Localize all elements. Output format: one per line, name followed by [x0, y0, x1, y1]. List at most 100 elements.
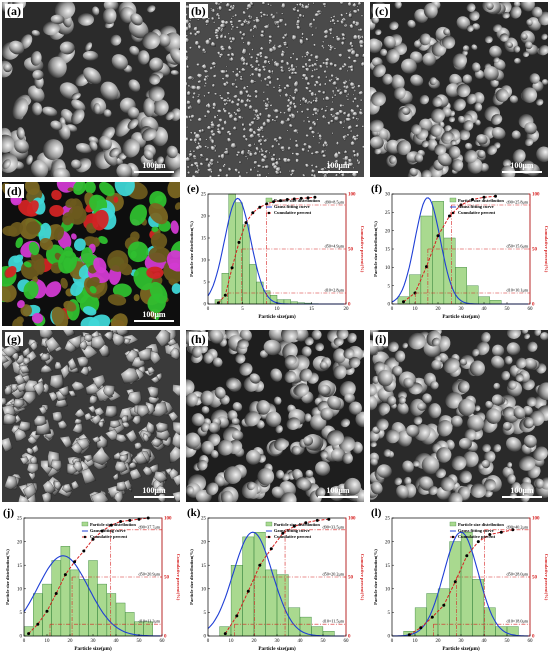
ytick-e-2: 10: [201, 259, 207, 264]
xtick-l-0: 0: [391, 639, 394, 644]
xtick-j-2: 20: [68, 639, 74, 644]
ytick-e-1: 5: [204, 281, 207, 286]
chart-l: (l) d90=40.2μm d50=28.0μm d10=18.0μm 0 10 20 30…: [370, 506, 548, 658]
legend-e-0: Particle size distribution: [274, 198, 320, 203]
cumulative-point-f-8: [494, 194, 497, 198]
legend-j-1: Gauss fitting curve: [90, 528, 126, 533]
cumulative-point-e-0: [216, 301, 220, 305]
ytick-k-2: 10: [201, 588, 207, 593]
y2tick-j-0: 0: [164, 635, 167, 640]
xtick-l-4: 40: [482, 639, 488, 644]
xtick-l-1: 10: [413, 639, 419, 644]
y2tick-l-2: 100: [532, 517, 540, 522]
bar-k-5: [276, 574, 289, 637]
sem-image-i: (i) 100μm: [370, 330, 548, 502]
y2tick-e-1: 50: [348, 248, 354, 253]
scale-bar-b: 100μm: [318, 161, 358, 173]
legend-f-0: Particle size distribution: [458, 198, 504, 203]
xtick-l-2: 20: [436, 639, 442, 644]
cumulative-point-e-12: [299, 196, 303, 200]
ytick-j-1: 5: [20, 611, 23, 616]
xtick-l-3: 30: [459, 639, 465, 644]
sem-texture-i: [370, 330, 548, 502]
cumulative-point-k-2: [246, 589, 250, 593]
ytick-f-0: 0: [388, 303, 391, 308]
xlabel-j: Particle size(μm): [74, 645, 112, 652]
ytick-e-3: 15: [201, 237, 207, 242]
ytick-f-5: 25: [385, 211, 391, 216]
y2tick-k-1: 50: [348, 576, 354, 581]
scale-text-h: 100μm: [326, 486, 350, 495]
cumulative-point-k-4: [269, 547, 273, 551]
xtick-e-3: 15: [309, 307, 315, 312]
cumulative-point-f-2: [425, 265, 428, 269]
xtick-j-1: 10: [45, 639, 51, 644]
cumulative-point-j-2: [45, 609, 49, 613]
cumulative-point-l-1: [419, 626, 423, 630]
cumulative-point-j-1: [36, 622, 40, 626]
xtick-k-4: 40: [298, 639, 304, 644]
y2tick-e-0: 0: [348, 303, 351, 308]
ytick-l-2: 10: [385, 588, 391, 593]
panel-label-g: (g): [5, 332, 23, 346]
chart-j: (j) d90=37.7μm d50=20.9μm d10=11.3μm 0 10 20 30…: [2, 506, 180, 658]
ytick-l-4: 20: [385, 540, 391, 545]
chart-label-f: (f): [371, 183, 382, 195]
bar-j-5: [69, 569, 80, 637]
chart-label-l: (l): [371, 507, 382, 519]
xtick-j-4: 40: [114, 639, 120, 644]
xtick-k-2: 20: [252, 639, 258, 644]
d-label-f-2: d10=10.1μm: [507, 288, 529, 293]
d-label-f-1: d50=15.6μm: [507, 244, 529, 249]
cumulative-point-k-9: [327, 517, 331, 521]
scale-bar-c: 100μm: [502, 161, 542, 173]
legend-l-0: Particle size distribution: [458, 522, 504, 527]
cumulative-point-k-6: [292, 524, 296, 528]
scale-text-a: 100μm: [142, 161, 166, 170]
xtick-e-4: 20: [344, 307, 350, 312]
cumulative-point-f-3: [436, 234, 440, 238]
xtick-e-0: 0: [207, 307, 210, 312]
cumulative-point-j-11: [128, 518, 132, 522]
ytick-l-3: 15: [385, 564, 391, 569]
bar-k-2: [242, 536, 255, 637]
bar-f-8: [489, 300, 502, 305]
cumulative-point-j-7: [91, 537, 95, 541]
bar-k-4: [265, 569, 278, 637]
ylabel-j: Particle size distribution(%): [5, 549, 10, 605]
cumulative-point-f-4: [448, 214, 451, 218]
chart-svg-f: (f) d90=25.8μm d50=15.6μm d10=10.1μm 0 10 20 30…: [371, 183, 548, 320]
xtick-f-3: 30: [459, 307, 465, 312]
chart-label-k: (k): [187, 507, 201, 519]
cumulative-point-l-0: [407, 633, 411, 637]
cumulative-point-j-9: [109, 523, 113, 527]
y2tick-e-2: 100: [348, 193, 356, 198]
legend-l-2: Cumulative percent: [458, 534, 496, 539]
xlabel-l: Particle size(μm): [442, 645, 480, 652]
cumulative-curve-j: [28, 517, 149, 634]
xtick-f-1: 10: [413, 307, 419, 312]
xtick-k-6: 60: [344, 639, 350, 644]
bar-j-7: [88, 560, 98, 637]
y2tick-l-0: 0: [532, 635, 535, 640]
scale-text-d: 100μm: [142, 310, 166, 319]
legend-e-2: Cumulative percent: [274, 210, 312, 215]
bar-e-2: [228, 193, 236, 305]
cumulative-point-e-7: [265, 202, 269, 206]
chart-f: (f) d90=25.8μm d50=15.6μm d10=10.1μm 0 10 20 30…: [370, 182, 548, 326]
ytick-j-2: 10: [17, 588, 23, 593]
sem-image-h: (h) 100μm: [186, 330, 364, 502]
y2tick-k-2: 100: [348, 517, 356, 522]
legend-j-2: Cumulative percent: [90, 534, 128, 539]
sem-texture-c: [370, 2, 548, 177]
scale-text-g: 100μm: [142, 486, 166, 495]
xtick-k-5: 50: [321, 639, 327, 644]
d-label-k-1: d50=20.2μm: [323, 572, 345, 577]
cumulative-point-f-7: [482, 195, 486, 199]
cumulative-point-e-6: [258, 205, 262, 209]
bar-j-6: [79, 579, 89, 637]
cumulative-point-l-5: [465, 554, 469, 558]
ytick-k-3: 15: [201, 564, 207, 569]
legend-l-1: Gauss fitting curve: [458, 528, 494, 533]
